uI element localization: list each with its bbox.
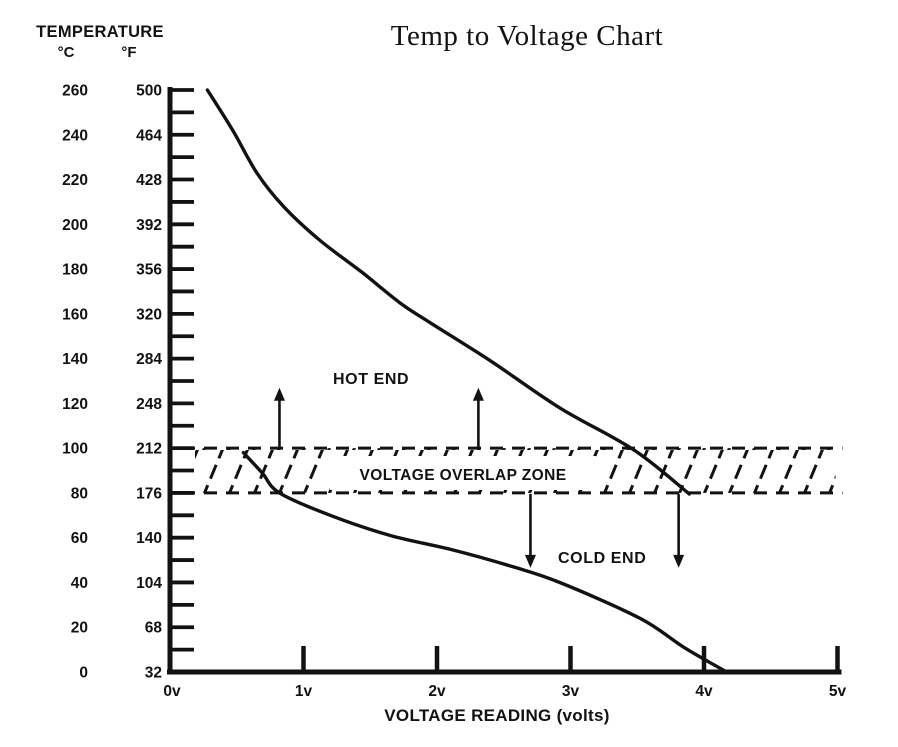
x-axis-label: VOLTAGE READING (volts) (384, 706, 609, 725)
y-tick-label-fahrenheit: 392 (136, 217, 162, 234)
cold-end-label: COLD END (558, 550, 646, 567)
y-tick-label-fahrenheit: 284 (136, 351, 162, 368)
static-text: Temp to Voltage Chart TEMPERATURE °C °F … (36, 20, 663, 725)
hot_end-curve (205, 88, 691, 496)
y-tick-label-fahrenheit: 68 (145, 620, 163, 637)
x-tick-label: 5v (829, 683, 847, 700)
x-tick-label: 0v (163, 683, 181, 700)
y-tick-label-fahrenheit: 212 (136, 441, 162, 458)
y-tick-label-celsius: 140 (62, 351, 88, 368)
axes (167, 86, 842, 675)
y-tick-label-celsius: 220 (62, 172, 88, 189)
cold_end-curve (241, 450, 729, 674)
chart-title: Temp to Voltage Chart (391, 20, 663, 52)
overlap-label-backdrop (330, 456, 596, 490)
y-tick-label-fahrenheit: 500 (136, 82, 162, 99)
x-tick-label: 4v (695, 683, 713, 700)
x-tick-label: 3v (562, 683, 580, 700)
curves (205, 88, 729, 674)
y-tick-label-fahrenheit: 176 (136, 485, 162, 502)
y-tick-label-celsius: 20 (71, 620, 88, 637)
x-tick-label: 2v (428, 683, 446, 700)
y-tick-label-fahrenheit: 32 (145, 665, 162, 682)
y-tick-label-fahrenheit: 464 (136, 127, 162, 144)
y-tick-label-fahrenheit: 428 (136, 172, 162, 189)
cold-end-down-arrow-1-head (524, 554, 536, 568)
y-tick-label-fahrenheit: 248 (136, 396, 162, 413)
direction-arrows (273, 387, 685, 568)
cold-end-down-arrow-2-head (673, 554, 685, 568)
y-tick-label-celsius: 100 (62, 441, 88, 458)
y-axis-header: TEMPERATURE (36, 23, 164, 41)
y-tick-label-fahrenheit: 356 (136, 262, 162, 279)
y-tick-label-celsius: 160 (62, 306, 88, 323)
x-tick-label: 1v (295, 683, 313, 700)
y-tick-label-celsius: 120 (62, 396, 88, 413)
y-tick-label-fahrenheit: 320 (136, 306, 162, 323)
y-tick-label-celsius: 240 (62, 127, 88, 144)
fahrenheit-unit-label: °F (121, 44, 136, 61)
hot-end-label: HOT END (333, 371, 409, 388)
y-tick-label-fahrenheit: 140 (136, 530, 162, 547)
y-tick-label-celsius: 200 (62, 217, 88, 234)
y-tick-label-celsius: 40 (71, 575, 88, 592)
y-tick-label-celsius: 180 (62, 262, 88, 279)
celsius-unit-label: °C (58, 44, 75, 61)
hot-end-up-arrow-1-head (273, 387, 285, 401)
hot-end-up-arrow-2-head (472, 387, 484, 401)
y-tick-label-celsius: 80 (71, 485, 88, 502)
y-tick-label-celsius: 0 (79, 665, 88, 682)
overlap-zone-label: VOLTAGE OVERLAP ZONE (360, 467, 567, 484)
y-tick-label-celsius: 260 (62, 82, 88, 99)
y-tick-label-celsius: 60 (71, 530, 88, 547)
y-tick-label-fahrenheit: 104 (136, 575, 162, 592)
